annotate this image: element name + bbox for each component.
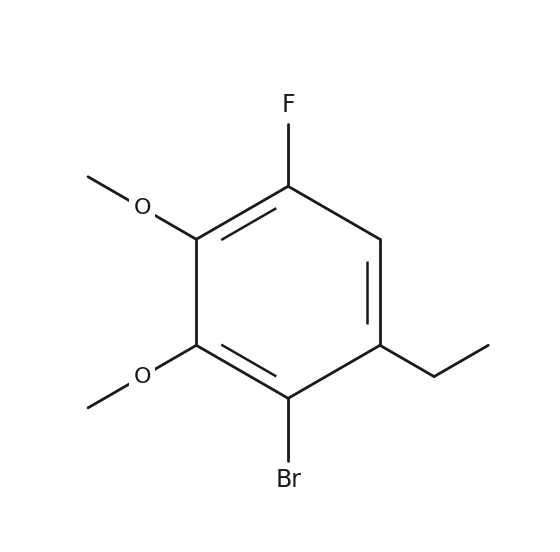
Text: O: O: [133, 198, 151, 218]
Text: F: F: [281, 93, 295, 116]
Text: O: O: [133, 367, 151, 386]
Text: Br: Br: [275, 468, 301, 492]
